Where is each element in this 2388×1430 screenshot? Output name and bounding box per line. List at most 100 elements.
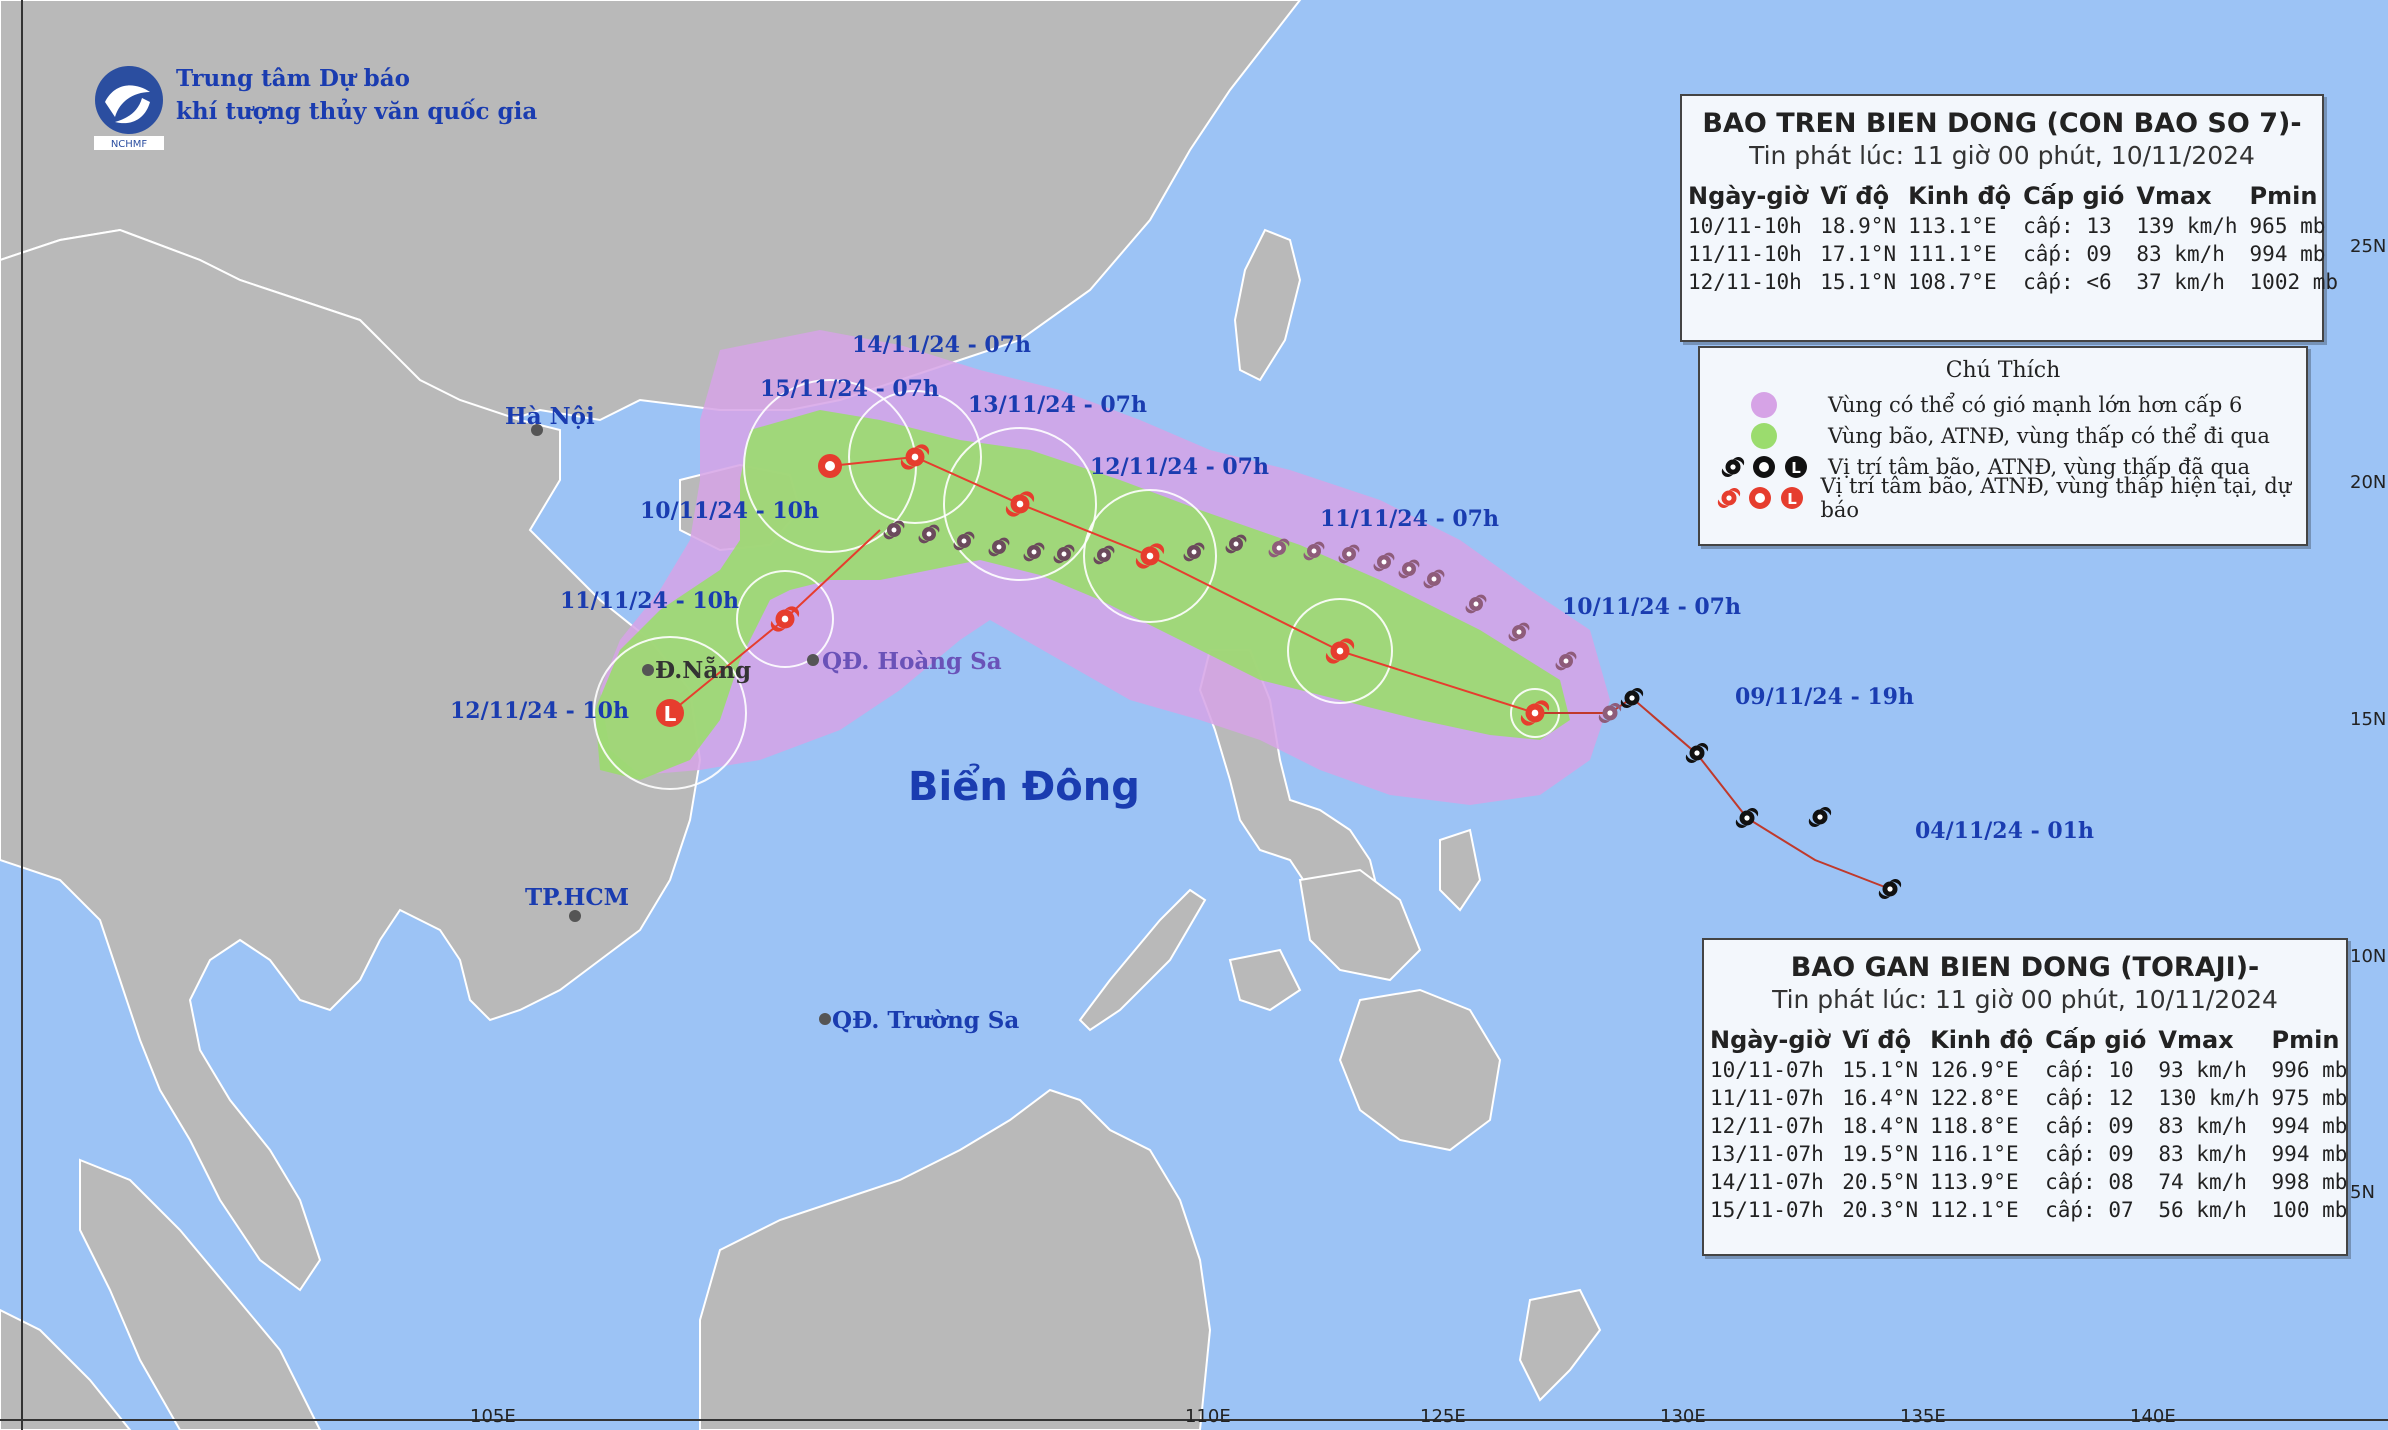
toraji-forecast-line: [829, 455, 1536, 714]
time-label: 09/11/24 - 19h: [1735, 684, 1914, 710]
table-cell: 13/11-07h: [1710, 1142, 1824, 1166]
table-cell: 975 mb: [2271, 1086, 2348, 1110]
table-cell: 93 km/h: [2158, 1058, 2247, 1082]
table-cell: 83 km/h: [2136, 242, 2225, 266]
table-cell: 56 km/h: [2158, 1198, 2247, 1222]
table-row: 11/11-10h 17.1°N 111.1°E cấp: 09 83 km/h…: [1682, 240, 2344, 268]
agency-logo-block: NCHMF Trung tâm Dự báo khí tượng thủy vă…: [90, 62, 537, 152]
low-pressure-icon: [818, 454, 842, 478]
green-zone-swatch-icon: [1751, 422, 1777, 449]
table-header-row: Ngày-giờ Vĩ độ Kinh độ Cấp gió Vmax Pmin: [1704, 1024, 2353, 1056]
table-cell: 20.3°N: [1842, 1198, 1919, 1222]
table-cell: 112.1°E: [1930, 1198, 2019, 1222]
column-header: Vmax: [2136, 182, 2212, 210]
agency-name-line1: Trung tâm Dự báo: [176, 65, 410, 92]
table-cell: 994 mb: [2249, 242, 2326, 266]
table-cell: 15.1°N: [1820, 270, 1897, 294]
table-cell: 100 mb: [2271, 1198, 2348, 1222]
logo-caption: NCHMF: [111, 139, 148, 150]
table-cell: 998 mb: [2271, 1170, 2348, 1194]
table-cell: 83 km/h: [2158, 1114, 2247, 1138]
agency-name-line2: khí tượng thủy văn quốc gia: [176, 98, 538, 125]
svg-text:L: L: [664, 702, 677, 726]
table-cell: 12/11-10h: [1688, 270, 1802, 294]
table-cell: 130 km/h: [2158, 1086, 2260, 1110]
legend-title: Chú Thích: [1945, 358, 2061, 383]
indochina: [0, 228, 702, 1292]
agency-name: Trung tâm Dự báo khí tượng thủy văn quốc…: [176, 62, 537, 128]
table-cell: 10/11-10h: [1688, 214, 1802, 238]
time-labels: 04/11/24 - 01h 09/11/24 - 19h 10/11/24 -…: [450, 332, 2094, 844]
table-cell: 113.1°E: [1908, 214, 1997, 238]
city-label-hanoi: Hà Nội: [505, 403, 595, 430]
table-cell: 118.8°E: [1930, 1114, 2019, 1138]
column-header: Vĩ độ: [1842, 1026, 1912, 1054]
island-label-hoangsa: QĐ. Hoàng Sa: [822, 648, 1002, 675]
city-label-hcm: TP.HCM: [525, 884, 629, 911]
toraji-table: Ngày-giờ Vĩ độ Kinh độ Cấp gió Vmax Pmin…: [1704, 1024, 2353, 1224]
table-cell: cấp: 10: [2045, 1058, 2134, 1082]
lon-label: 140E: [2130, 1406, 2176, 1427]
time-label: 15/11/24 - 07h: [760, 376, 939, 402]
storm7-panel-title: BAO TREN BIEN DONG (CON BAO SO 7)-: [1702, 108, 2302, 139]
table-cell: 1002 mb: [2249, 270, 2339, 294]
lon-label: 125E: [1420, 1406, 1466, 1427]
table-header-row: Ngày-giờ Vĩ độ Kinh độ Cấp gió Vmax Pmin: [1682, 180, 2344, 212]
time-label: 11/11/24 - 07h: [1320, 506, 1499, 532]
table-cell: 14/11-07h: [1710, 1170, 1824, 1194]
legend-panel: Chú Thích Vùng có thể có gió mạnh lớn hơ…: [1698, 346, 2308, 546]
sea-label: Biển Đông: [908, 762, 1140, 810]
column-header: Ngày-giờ: [1710, 1026, 1831, 1054]
nchmf-logo: NCHMF: [94, 66, 164, 150]
table-row: 15/11-07h 20.3°N 112.1°E cấp: 07 56 km/h…: [1704, 1196, 2353, 1224]
table-row: 12/11-10h 15.1°N 108.7°E cấp: <6 37 km/h…: [1682, 268, 2344, 296]
forecast-position-icons: L: [1718, 486, 1804, 509]
lon-label: 135E: [1900, 1406, 1946, 1427]
table-cell: cấp: <6: [2023, 270, 2112, 294]
table-cell: cấp: 09: [2045, 1142, 2134, 1166]
lon-label: 130E: [1660, 1406, 1706, 1427]
table-cell: 11/11-07h: [1710, 1086, 1824, 1110]
legend-item-label: Vùng có thể có gió mạnh lớn hơn cấp 6: [1828, 392, 2243, 417]
time-label: 12/11/24 - 10h: [450, 698, 629, 724]
lat-label: 5N: [2350, 1182, 2375, 1203]
table-cell: cấp: 13: [2023, 214, 2112, 238]
table-cell: 83 km/h: [2158, 1142, 2247, 1166]
column-header: Pmin: [2271, 1026, 2340, 1054]
table-cell: 18.9°N: [1820, 214, 1897, 238]
storm-cone: [595, 410, 1570, 780]
toraji-panel-issued: Tin phát lúc: 11 giờ 00 phút, 10/11/2024: [1772, 985, 2278, 1014]
time-label: 10/11/24 - 10h: [640, 498, 819, 524]
table-cell: 18.4°N: [1842, 1114, 1919, 1138]
purple-zone-swatch-icon: [1751, 391, 1777, 418]
column-header: Vĩ độ: [1820, 182, 1890, 210]
table-cell: cấp: 07: [2045, 1198, 2134, 1222]
forecast-positions: L: [656, 444, 1550, 727]
time-label: 04/11/24 - 01h: [1915, 818, 2094, 844]
table-cell: cấp: 09: [2023, 242, 2112, 266]
column-header: Pmin: [2249, 182, 2318, 210]
storm7-info-panel: BAO TREN BIEN DONG (CON BAO SO 7)- Tin p…: [1680, 94, 2338, 342]
time-label: 12/11/24 - 07h: [1090, 454, 1269, 480]
malay-peninsula: [79, 1158, 322, 1430]
table-cell: 11/11-10h: [1688, 242, 1802, 266]
storm7-low-icon: L: [656, 699, 684, 727]
time-label: 14/11/24 - 07h: [852, 332, 1031, 358]
table-row: 10/11-07h 15.1°N 126.9°E cấp: 10 93 km/h…: [1704, 1056, 2353, 1084]
column-header: Cấp gió: [2023, 182, 2125, 210]
taiwan-island: [1233, 228, 1302, 382]
legend-item: L Vị trí tâm bão, ATNĐ, vùng thấp hiện t…: [1700, 474, 2306, 522]
palawan-island: [1078, 888, 1207, 1032]
lat-label: 10N: [2350, 946, 2386, 967]
table-cell: 994 mb: [2271, 1142, 2348, 1166]
table-cell: 965 mb: [2249, 214, 2326, 238]
lon-label: 105E: [470, 1406, 516, 1427]
table-cell: 116.1°E: [1930, 1142, 2019, 1166]
column-header: Kinh độ: [1930, 1026, 2034, 1054]
table-cell: 139 km/h: [2136, 214, 2238, 238]
table-cell: 108.7°E: [1908, 270, 1997, 294]
legend-item-label: Vị trí tâm bão, ATNĐ, vùng thấp đã qua: [1828, 454, 2250, 479]
table-row: 11/11-07h 16.4°N 122.8°E cấp: 12 130 km/…: [1704, 1084, 2353, 1112]
table-row: 13/11-07h 19.5°N 116.1°E cấp: 09 83 km/h…: [1704, 1140, 2353, 1168]
sulawesi-island: [1518, 1288, 1602, 1402]
